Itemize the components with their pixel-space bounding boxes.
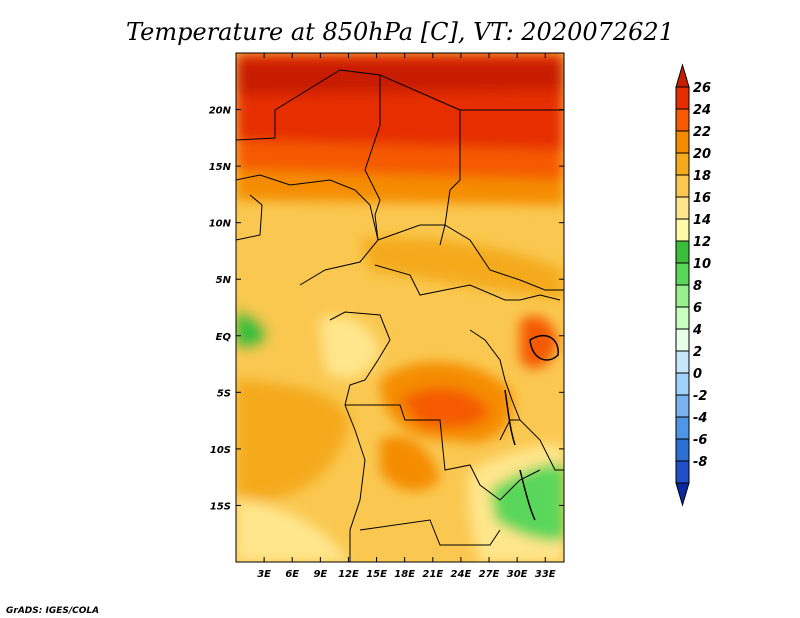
- field-gulf: [236, 267, 323, 380]
- grads-credit: GrADS: IGES/COLA: [6, 606, 99, 616]
- field-angola-warm: [236, 380, 350, 500]
- x-tick-label: 33E: [535, 569, 556, 580]
- country-borders: [236, 69, 564, 562]
- border-tanzania: [499, 419, 564, 471]
- field-coast-green: [236, 310, 268, 349]
- x-tick-label: 6E: [285, 569, 299, 580]
- x-tick-label: 9E: [313, 569, 327, 580]
- colorbar-label: -4: [693, 411, 707, 426]
- field-malawi-green: [490, 463, 564, 541]
- colorbar-label: 14: [693, 213, 711, 228]
- x-tick-label: 27E: [479, 569, 500, 580]
- border-congo: [329, 311, 391, 406]
- colorbar-label: 26: [693, 81, 711, 96]
- border-chad-sudan: [379, 74, 461, 246]
- x-tick-label: 24E: [451, 569, 472, 580]
- colorbar-label: -8: [693, 455, 707, 470]
- border-nigeria: [236, 174, 379, 286]
- colorbar-label: 6: [693, 301, 702, 316]
- border-angola-west: [344, 404, 366, 562]
- colorbar-bottom-arrow: [675, 482, 690, 507]
- field-namibia-cool: [236, 500, 350, 562]
- colorbar-bin: [675, 262, 690, 286]
- colorbar-label: 20: [693, 147, 711, 162]
- colorbar-label: 10: [693, 257, 711, 272]
- map-frame: [235, 52, 565, 563]
- border-drc-south: [345, 404, 541, 501]
- y-tick-label: 15S: [210, 501, 231, 512]
- colorbar-bin: [675, 86, 690, 110]
- colorbar-label: 8: [693, 279, 702, 294]
- y-tick-label: 10N: [209, 219, 232, 230]
- colorbar-bin: [675, 306, 690, 330]
- field-katanga: [380, 436, 440, 491]
- border-niger-chad: [236, 69, 381, 241]
- lake-malawi: [519, 469, 536, 521]
- colorbar-bin: [675, 130, 690, 154]
- field-congo-core: [400, 387, 490, 428]
- lake-tanganyika: [504, 389, 516, 446]
- colorbar-label: 18: [693, 169, 711, 184]
- colorbar-label: -2: [693, 389, 707, 404]
- colorbar-bin: [675, 218, 690, 242]
- x-axis: 3E 6E 9E 12E 15E 18E 21E 24E 27E 30E 33E: [257, 53, 556, 580]
- border-benin: [236, 194, 263, 241]
- colorbar-bin: [675, 284, 690, 308]
- colorbar-label: 0: [693, 367, 702, 382]
- colorbar-label: 12: [693, 235, 711, 250]
- border-car-sudan: [377, 224, 564, 291]
- colorbar-label: 22: [693, 125, 711, 140]
- field-sahel-south: [236, 170, 564, 205]
- colorbar-bin: [675, 372, 690, 396]
- colorbar-label: 4: [692, 323, 702, 338]
- chart-title: Temperature at 850hPa [C], VT: 202007262…: [126, 18, 674, 46]
- y-tick-label: 20N: [209, 106, 232, 117]
- x-tick-label: 3E: [257, 569, 271, 580]
- y-tick-label: 5N: [216, 275, 232, 286]
- colorbar-label: 2: [693, 345, 702, 360]
- border-angola-south: [359, 519, 501, 546]
- x-tick-label: 30E: [507, 569, 528, 580]
- colorbar-bin: [675, 438, 690, 462]
- x-tick-label: 12E: [338, 569, 359, 580]
- colorbar-bin: [675, 152, 690, 176]
- y-tick-label: 5S: [217, 388, 231, 399]
- border-uganda: [519, 294, 561, 301]
- field-gabon-cool: [320, 316, 380, 379]
- field-sahara-max: [236, 60, 564, 95]
- field-lakes-warm: [520, 316, 558, 369]
- border-car-drc: [374, 264, 520, 301]
- x-tick-label: 15E: [366, 569, 387, 580]
- colorbar-bin: [675, 460, 690, 484]
- colorbar-label: 16: [693, 191, 711, 206]
- colorbar-bin: [675, 174, 690, 198]
- colorbar-label: 24: [693, 103, 711, 118]
- border-east-drc: [469, 329, 521, 421]
- temperature-field: [236, 53, 564, 562]
- colorbar-top-arrow: [675, 63, 690, 88]
- lakes: [504, 334, 559, 521]
- colorbar-bin: [675, 328, 690, 352]
- field-car-band: [360, 237, 564, 300]
- y-tick-label: EQ: [216, 332, 232, 343]
- x-tick-label: 21E: [422, 569, 443, 580]
- colorbar-bin: [675, 108, 690, 132]
- colorbar-bin: [675, 350, 690, 374]
- colorbar-label: -6: [693, 433, 707, 448]
- colorbar-bin: [675, 416, 690, 440]
- y-tick-label: 10S: [210, 445, 231, 456]
- y-tick-label: 15N: [209, 162, 232, 173]
- colorbar-bin: [675, 394, 690, 418]
- colorbar-bin: [675, 240, 690, 264]
- lake-victoria: [529, 334, 559, 361]
- colorbar-bin: [675, 196, 690, 220]
- y-axis: 20N 15N 10N 5N EQ 5S 10S 15S: [209, 106, 564, 512]
- x-tick-label: 18E: [394, 569, 415, 580]
